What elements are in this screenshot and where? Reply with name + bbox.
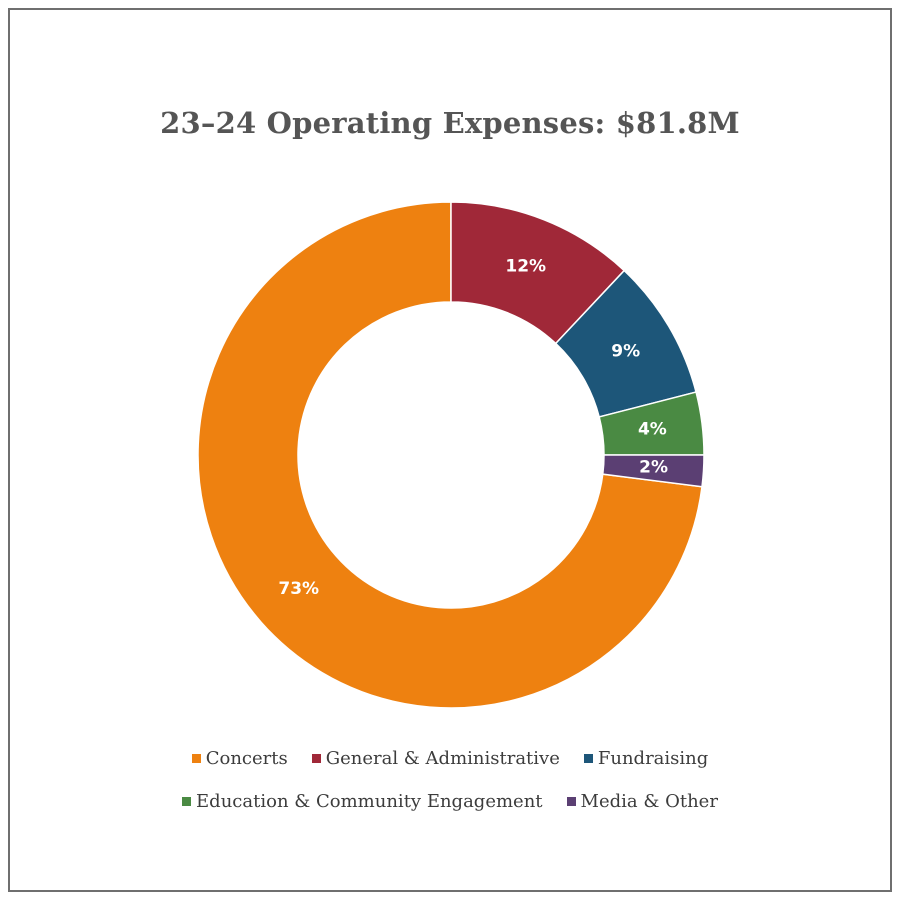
- legend-row-2: Education & Community Engagement Media &…: [0, 791, 900, 812]
- legend-item-concerts: Concerts: [191, 748, 288, 769]
- data-label-fundraising: 9%: [611, 342, 640, 362]
- data-label-general-administrative: 12%: [505, 256, 546, 276]
- data-label-concerts: 73%: [278, 579, 319, 599]
- legend-label-fundraising: Fundraising: [597, 748, 709, 769]
- data-label-media-other: 2%: [639, 458, 668, 478]
- chart-frame: [8, 8, 892, 892]
- data-label-education: 4%: [638, 420, 667, 440]
- legend: Concerts General & Administrative Fundra…: [0, 748, 900, 812]
- donut-slice-concerts: [197, 201, 703, 709]
- legend-label-concerts: Concerts: [205, 748, 288, 769]
- legend-label-media-other: Media & Other: [580, 791, 718, 812]
- chart-title: 23–24 Operating Expenses: $81.8M: [160, 106, 740, 140]
- legend-label-general-administrative: General & Administrative: [325, 748, 560, 769]
- legend-label-education: Education & Community Engagement: [196, 791, 543, 812]
- legend-item-general-administrative: General & Administrative: [311, 748, 560, 769]
- legend-swatch-education: [182, 797, 192, 806]
- legend-row-1: Concerts General & Administrative Fundra…: [0, 748, 900, 769]
- legend-item-fundraising: Fundraising: [583, 748, 709, 769]
- legend-item-media-other: Media & Other: [566, 791, 718, 812]
- legend-swatch-media-other: [566, 797, 576, 806]
- legend-swatch-general-administrative: [311, 754, 321, 763]
- legend-item-education: Education & Community Engagement: [182, 791, 543, 812]
- legend-swatch-fundraising: [583, 754, 593, 763]
- donut-slice-media-other: [601, 454, 705, 488]
- legend-swatch-concerts: [191, 754, 201, 763]
